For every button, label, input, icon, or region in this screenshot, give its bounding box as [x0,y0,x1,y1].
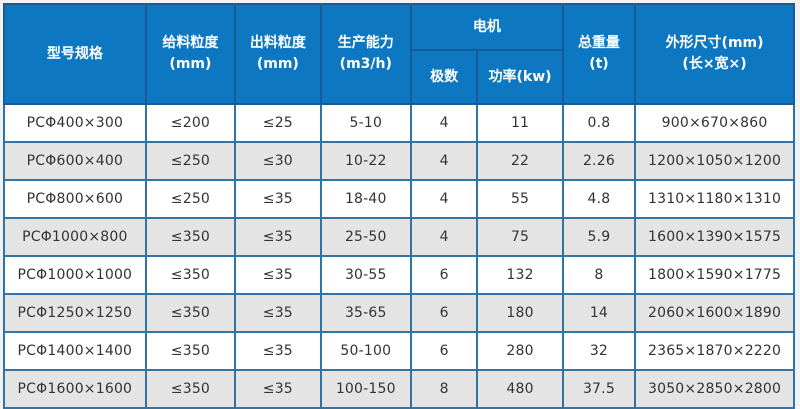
cell-poles: 4 [410,141,479,181]
cell-dimensions: 2365×1870×2220 [634,331,795,371]
col-header-power: 功率(kw) [476,49,564,105]
table-row: PCΦ1000×800 ≤350 ≤35 25-50 4 75 5.9 1600… [3,217,795,257]
cell-dimensions: 1800×1590×1775 [634,255,795,295]
cell-dimensions: 1600×1390×1575 [634,217,795,257]
cell-dimensions: 1310×1180×1310 [634,179,795,219]
cell-capacity: 10-22 [319,141,413,181]
col-header-weight: 总重量 (t) [561,3,637,105]
cell-weight: 37.5 [561,369,637,409]
cell-output-size: ≤35 [234,217,322,257]
cell-power: 22 [476,141,564,181]
cell-output-size: ≤35 [234,179,322,219]
cell-poles: 6 [410,331,479,371]
cell-capacity: 25-50 [319,217,413,257]
cell-model: PCΦ1250×1250 [3,293,147,333]
cell-poles: 4 [410,179,479,219]
cell-feed-size: ≤350 [144,369,237,409]
col-header-model: 型号规格 [3,3,147,105]
table-body: PCΦ400×300 ≤200 ≤25 5-10 4 11 0.8 900×67… [3,103,795,409]
cell-feed-size: ≤350 [144,217,237,257]
cell-weight: 8 [561,255,637,295]
col-header-dimensions: 外形尺寸(mm) (长×宽×) [634,3,795,105]
cell-output-size: ≤35 [234,255,322,295]
cell-capacity: 50-100 [319,331,413,371]
cell-capacity: 18-40 [319,179,413,219]
cell-model: PCΦ1400×1400 [3,331,147,371]
cell-power: 11 [476,103,564,143]
cell-feed-size: ≤200 [144,103,237,143]
cell-output-size: ≤25 [234,103,322,143]
cell-dimensions: 1200×1050×1200 [634,141,795,181]
cell-feed-size: ≤350 [144,331,237,371]
table-header: 型号规格 给料粒度 (mm) 出料粒度 (mm) 生产能力 (m3/h) 电机 … [3,3,795,105]
table-row: PCΦ1250×1250 ≤350 ≤35 35-65 6 180 14 206… [3,293,795,333]
table-row: PCΦ600×400 ≤250 ≤30 10-22 4 22 2.26 1200… [3,141,795,181]
cell-power: 180 [476,293,564,333]
cell-weight: 4.8 [561,179,637,219]
cell-feed-size: ≤250 [144,179,237,219]
col-header-capacity: 生产能力 (m3/h) [319,3,413,105]
cell-poles: 6 [410,255,479,295]
cell-poles: 4 [410,217,479,257]
cell-capacity: 35-65 [319,293,413,333]
cell-dimensions: 2060×1600×1890 [634,293,795,333]
col-header-output-size: 出料粒度 (mm) [234,3,322,105]
cell-weight: 2.26 [561,141,637,181]
cell-feed-size: ≤350 [144,293,237,333]
cell-capacity: 100-150 [319,369,413,409]
cell-model: PCΦ800×600 [3,179,147,219]
cell-weight: 32 [561,331,637,371]
cell-poles: 6 [410,293,479,333]
cell-output-size: ≤35 [234,293,322,333]
cell-model: PCΦ1600×1600 [3,369,147,409]
cell-power: 75 [476,217,564,257]
table-row: PCΦ400×300 ≤200 ≤25 5-10 4 11 0.8 900×67… [3,103,795,143]
cell-power: 132 [476,255,564,295]
col-header-feed-size: 给料粒度 (mm) [144,3,237,105]
cell-weight: 0.8 [561,103,637,143]
cell-model: PCΦ1000×800 [3,217,147,257]
cell-model: PCΦ400×300 [3,103,147,143]
cell-poles: 8 [410,369,479,409]
cell-output-size: ≤35 [234,369,322,409]
cell-dimensions: 900×670×860 [634,103,795,143]
cell-capacity: 30-55 [319,255,413,295]
cell-model: PCΦ1000×1000 [3,255,147,295]
cell-feed-size: ≤250 [144,141,237,181]
table-row: PCΦ1400×1400 ≤350 ≤35 50-100 6 280 32 23… [3,331,795,371]
cell-poles: 4 [410,103,479,143]
cell-weight: 14 [561,293,637,333]
table-row: PCΦ1600×1600 ≤350 ≤35 100-150 8 480 37.5… [3,369,795,409]
cell-model: PCΦ600×400 [3,141,147,181]
col-header-poles: 极数 [410,49,479,105]
cell-weight: 5.9 [561,217,637,257]
cell-dimensions: 3050×2850×2800 [634,369,795,409]
cell-power: 480 [476,369,564,409]
table-row: PCΦ800×600 ≤250 ≤35 18-40 4 55 4.8 1310×… [3,179,795,219]
col-header-motor: 电机 [410,3,564,51]
crusher-spec-table: 型号规格 给料粒度 (mm) 出料粒度 (mm) 生产能力 (m3/h) 电机 … [3,3,795,409]
cell-power: 280 [476,331,564,371]
table-row: PCΦ1000×1000 ≤350 ≤35 30-55 6 132 8 1800… [3,255,795,295]
cell-output-size: ≤35 [234,331,322,371]
cell-capacity: 5-10 [319,103,413,143]
cell-output-size: ≤30 [234,141,322,181]
cell-feed-size: ≤350 [144,255,237,295]
cell-power: 55 [476,179,564,219]
